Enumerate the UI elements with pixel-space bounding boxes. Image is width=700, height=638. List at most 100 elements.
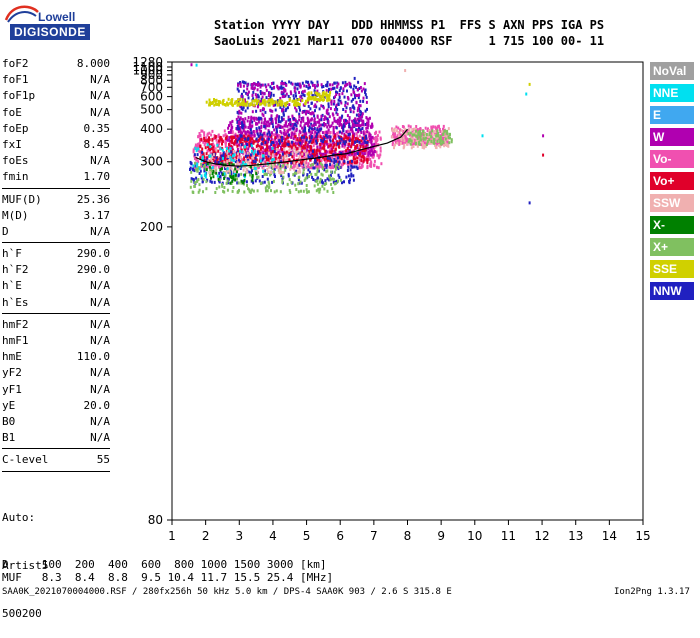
echo-point-w	[320, 83, 323, 87]
echo-point-nnw	[362, 99, 365, 103]
echo-point-w	[259, 100, 262, 104]
echo-point-x	[308, 175, 310, 178]
echo-point-vo	[283, 163, 286, 167]
echo-point-w	[255, 116, 258, 120]
echo-point-nnw	[358, 126, 360, 129]
echo-point-x	[208, 165, 211, 169]
echo-point-ssw	[270, 170, 273, 174]
echo-point-sse	[295, 101, 298, 105]
echo-point-vo	[202, 140, 205, 144]
echo-point-w	[230, 127, 233, 131]
echo-point-w	[268, 122, 271, 126]
echo-point-ssw	[428, 129, 431, 133]
echo-point-vo	[344, 155, 347, 159]
echo-point-nnw	[257, 103, 260, 107]
echo-point-w	[260, 129, 262, 133]
echo-point-nnw	[254, 160, 257, 164]
param-value: 0.35	[83, 121, 111, 135]
echo-point-vo	[394, 140, 397, 144]
echo-point-vo	[328, 150, 330, 154]
echo-point-nne	[243, 175, 246, 179]
echo-point-vo	[268, 161, 271, 165]
echo-point-x	[249, 165, 252, 169]
param-key: fmin	[2, 170, 29, 184]
echo-point-w	[306, 116, 309, 120]
param-key: MUF(D)	[2, 192, 42, 206]
echo-point-nnw	[329, 157, 332, 161]
echo-point-vo	[221, 140, 224, 143]
echo-point-nne	[223, 172, 226, 176]
echo-point-w	[274, 144, 277, 148]
echo-point-nnw	[192, 178, 195, 182]
echo-point-vo	[340, 157, 343, 161]
echo-point-w	[281, 95, 284, 99]
echo-point-nnw	[267, 137, 270, 141]
echo-point-vo	[318, 149, 321, 153]
echo-point-x	[295, 188, 298, 191]
param-value: N/A	[90, 317, 110, 331]
echo-point-nne	[250, 149, 253, 153]
echo-point-w	[270, 114, 273, 118]
echo-point-sse	[288, 98, 291, 102]
echo-point-w	[262, 114, 265, 117]
echo-point-x	[438, 137, 441, 141]
echo-point-vo	[305, 161, 308, 165]
echo-point-sse	[283, 102, 286, 106]
echo-point-x	[436, 129, 439, 133]
echo-point-x	[321, 167, 324, 171]
echo-point-nnw	[199, 169, 202, 173]
echo-point-x	[413, 133, 416, 137]
echo-point-x	[194, 161, 196, 165]
echo-point-w	[313, 104, 316, 108]
param-key: h`F	[2, 247, 22, 261]
echo-point-nnw	[227, 181, 230, 185]
echo-point-nnw	[315, 135, 318, 139]
echo-point-x	[248, 189, 251, 193]
echo-point-x	[265, 189, 267, 193]
echo-point-vo	[360, 159, 363, 162]
echo-point-nnw	[261, 137, 264, 141]
echo-point-nnw	[254, 156, 257, 160]
echo-point-vo	[396, 135, 398, 139]
echo-point-w	[314, 121, 317, 124]
echo-point-nnw	[274, 175, 276, 178]
echo-point-w	[318, 151, 321, 155]
echo-point-w	[247, 116, 250, 119]
echo-point-nnw	[340, 116, 343, 120]
x-tick-label: 10	[467, 529, 482, 543]
echo-point-sse	[237, 103, 240, 106]
echo-point-nnw	[266, 132, 269, 136]
echo-point-w	[338, 122, 341, 126]
echo-point-nnw	[241, 121, 244, 125]
echo-point-vo	[404, 134, 407, 138]
echo-point-w	[314, 122, 317, 126]
echo-point-w	[229, 129, 232, 133]
echo-point-vo	[281, 144, 284, 148]
echo-point-nnw	[323, 168, 326, 172]
echo-point-nnw	[354, 96, 357, 100]
echo-point-nnw	[261, 133, 264, 137]
echo-point-vo	[197, 149, 200, 153]
echo-point-x	[266, 184, 268, 188]
echo-point-x	[233, 176, 236, 180]
echo-point-x	[333, 170, 336, 174]
echo-point-nnw	[309, 107, 312, 111]
echo-point-sse	[240, 101, 243, 105]
echo-point-x	[231, 189, 234, 193]
echo-point-w	[369, 149, 372, 153]
echo-point-w	[367, 118, 370, 122]
echo-point-x	[336, 163, 339, 167]
echo-point-w	[286, 124, 289, 128]
x-tick-label: 15	[635, 529, 650, 543]
echo-point-vo	[216, 142, 219, 146]
echo-point-nne	[232, 154, 234, 158]
echo-point-w	[325, 117, 328, 121]
echo-point-vo	[333, 135, 336, 139]
echo-point-x	[221, 184, 224, 188]
echo-point-vo	[376, 138, 379, 142]
echo-point-w	[366, 143, 369, 147]
echo-point-nnw	[359, 110, 362, 114]
echo-point-vo	[411, 135, 414, 139]
echo-point-nnw	[333, 86, 336, 90]
echo-point-w	[306, 143, 309, 147]
